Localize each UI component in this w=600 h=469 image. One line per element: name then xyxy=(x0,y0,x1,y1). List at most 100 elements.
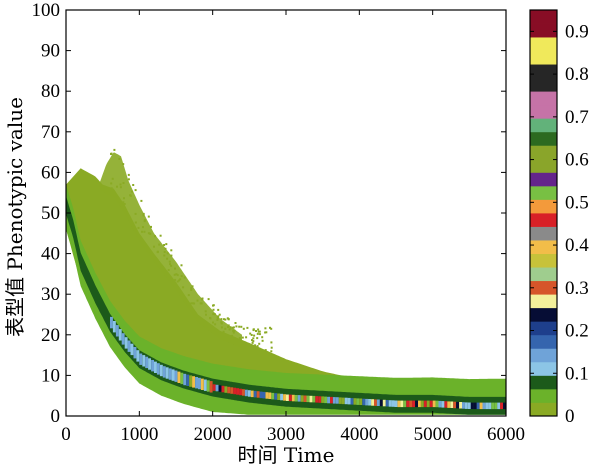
plume-speck xyxy=(242,327,245,330)
density-cell xyxy=(127,340,131,352)
plume-speck xyxy=(132,184,135,186)
colorbar-swatch xyxy=(530,240,557,254)
plume-speck xyxy=(254,344,257,347)
plume-speck xyxy=(255,330,257,332)
plume-speck xyxy=(143,230,146,233)
plume-speck xyxy=(170,249,173,252)
density-cell xyxy=(341,397,345,405)
density-cell xyxy=(283,394,286,401)
density-cell xyxy=(488,402,492,410)
density-cell xyxy=(209,381,213,393)
density-cell xyxy=(456,401,459,409)
colorbar-swatch xyxy=(530,23,557,38)
plume-speck xyxy=(217,308,220,311)
plume-speck xyxy=(176,280,179,283)
plume-speck xyxy=(201,297,204,300)
density-cell xyxy=(183,373,187,386)
colorbar-tick-label: 0.5 xyxy=(565,192,589,213)
y-tick-label: 10 xyxy=(41,365,60,386)
plume-speck xyxy=(163,254,166,257)
density-cell xyxy=(244,389,248,397)
density-cell xyxy=(262,391,266,399)
colorbar-swatch xyxy=(530,375,557,390)
plume-speck xyxy=(122,182,125,184)
density-cell xyxy=(394,400,398,407)
plume-speck xyxy=(222,330,225,333)
plume-speck xyxy=(232,329,235,332)
plume-speck xyxy=(218,313,221,316)
plume-speck xyxy=(166,257,169,260)
density-cell xyxy=(335,397,339,404)
x-tick-label: 6000 xyxy=(487,424,525,445)
y-tick-label: 0 xyxy=(51,406,61,427)
plume-speck xyxy=(123,197,125,200)
plume-speck xyxy=(143,219,146,222)
density-cell xyxy=(112,321,116,333)
colorbar-swatch xyxy=(530,91,557,106)
plume-speck xyxy=(205,313,207,316)
plume-speck xyxy=(257,328,260,331)
plume-speck xyxy=(122,163,125,166)
density-cell xyxy=(406,400,410,408)
plume-speck xyxy=(137,226,140,229)
density-cell xyxy=(133,347,137,359)
plume-speck xyxy=(180,264,183,267)
density-cell xyxy=(206,380,210,392)
plume-speck xyxy=(191,285,194,288)
density-cell xyxy=(391,400,395,407)
plume-speck xyxy=(240,325,243,328)
density-cell xyxy=(118,329,122,341)
plume-speck xyxy=(251,339,253,342)
colorbar-tick-label: 0 xyxy=(565,406,575,427)
colorbar-swatch xyxy=(530,280,557,295)
y-tick-label: 70 xyxy=(41,122,60,143)
density-cell xyxy=(482,402,486,410)
y-tick-label: 30 xyxy=(41,284,60,305)
density-cell xyxy=(476,402,480,410)
density-cell xyxy=(212,384,216,391)
density-cell xyxy=(321,396,325,403)
density-cell xyxy=(450,401,454,408)
colorbar-swatch xyxy=(530,185,557,200)
density-cell xyxy=(374,399,377,406)
colorbar-swatch xyxy=(530,131,557,146)
density-cell xyxy=(239,388,242,396)
colorbar-swatch xyxy=(530,267,557,282)
density-cell xyxy=(447,401,451,408)
plume-speck xyxy=(229,326,232,329)
density-cell xyxy=(215,384,219,392)
density-cell xyxy=(459,402,462,409)
density-cell xyxy=(195,377,198,389)
y-tick-label: 50 xyxy=(41,203,60,224)
plume-speck xyxy=(265,331,268,334)
plume-speck xyxy=(156,250,159,253)
density-cell xyxy=(347,397,351,405)
plume-speck xyxy=(140,199,143,202)
colorbar-tick-label: 0.6 xyxy=(565,150,589,171)
plume-speck xyxy=(224,318,227,321)
plume-speck xyxy=(134,221,137,224)
density-cell xyxy=(426,400,430,408)
density-cell xyxy=(148,358,151,370)
plume-speck xyxy=(252,337,255,340)
colorbar-swatch xyxy=(530,118,557,133)
plume-speck xyxy=(249,332,252,335)
density-cell xyxy=(470,402,474,410)
density-cell xyxy=(162,366,166,378)
plume-speck xyxy=(232,326,235,329)
plume-speck xyxy=(153,245,155,248)
density-cell xyxy=(350,398,354,405)
density-cell xyxy=(291,394,295,402)
density-cell xyxy=(121,333,125,345)
x-axis: 0 1000 2000 3000 4000 5000 6000 xyxy=(61,10,525,445)
colorbar: 0 0.1 0.2 0.3 0.4 0.5 0.6 0.7 0.8 0.9 xyxy=(529,9,589,427)
density-cell xyxy=(435,400,439,408)
plume-speck xyxy=(270,341,273,344)
plume-speck xyxy=(141,230,143,233)
plume-speck xyxy=(253,334,256,337)
density-cell xyxy=(224,386,228,393)
colorbar-swatch xyxy=(530,294,557,309)
plume-speck xyxy=(270,350,273,353)
plume-speck xyxy=(204,310,207,313)
